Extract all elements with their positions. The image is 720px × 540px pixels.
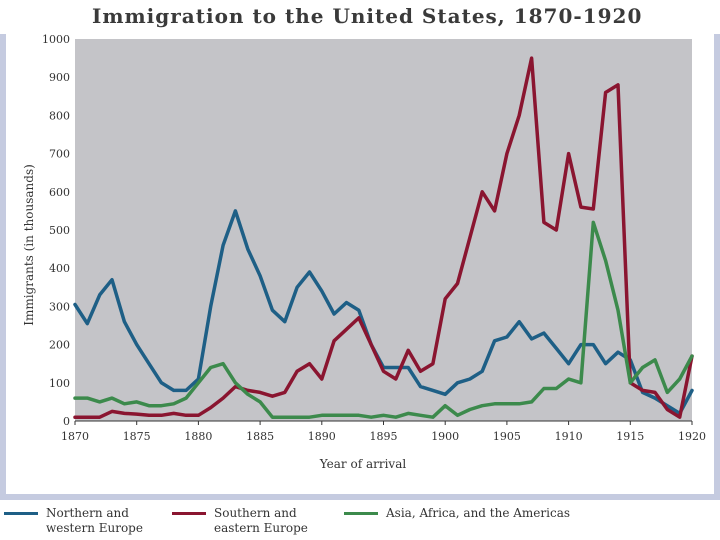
legend-swatch-southern-eastern-europe <box>172 512 206 515</box>
y-tick-label: 100 <box>49 377 70 390</box>
x-tick-label: 1905 <box>493 430 521 443</box>
legend-item-northern-western-europe: Northern and western Europe <box>4 506 143 536</box>
plot-area <box>75 39 692 421</box>
y-tick-label: 600 <box>49 186 70 199</box>
legend-label-line1: Southern and <box>214 506 297 520</box>
x-tick-label: 1915 <box>616 430 644 443</box>
y-axis-label: Immigrants (in thousands) <box>22 164 36 326</box>
y-tick-label: 400 <box>49 262 70 275</box>
legend-label-line1: Northern and <box>46 506 129 520</box>
legend-swatch-northern-western-europe <box>4 512 38 515</box>
x-tick-label: 1910 <box>555 430 583 443</box>
y-tick-label: 200 <box>49 339 70 352</box>
y-axis: 0 100 200 300 400 500 600 700 800 900 1000 <box>42 33 70 428</box>
legend-item-asia-africa-americas: Asia, Africa, and the Americas <box>344 506 570 521</box>
y-tick-label: 800 <box>49 109 70 122</box>
y-tick-label: 0 <box>63 415 70 428</box>
legend-item-southern-eastern-europe: Southern and eastern Europe <box>172 506 308 536</box>
legend-swatch-asia-africa-americas <box>344 512 378 515</box>
x-tick-label: 1920 <box>678 430 706 443</box>
x-tick-label: 1885 <box>246 430 274 443</box>
y-tick-label: 1000 <box>42 33 70 46</box>
legend-label-line1: Asia, Africa, and the Americas <box>386 506 571 520</box>
x-axis-label: Year of arrival <box>319 457 407 471</box>
series-line-southern-and-eastern-europe <box>73 56 694 419</box>
y-tick-label: 500 <box>49 224 70 237</box>
x-tick-label: 1890 <box>308 430 336 443</box>
x-axis: 1870 1875 1880 1885 1890 1895 1900 1905 1910 1915… <box>61 420 706 443</box>
x-tick-label: 1870 <box>61 430 89 443</box>
legend: Northern and western Europe Southern and… <box>0 498 720 540</box>
legend-label-line2: eastern Europe <box>214 521 308 535</box>
x-tick-label: 1900 <box>431 430 459 443</box>
series-line-asia-africa-and-the-americas <box>73 220 694 419</box>
legend-label-line2: western Europe <box>46 521 143 535</box>
x-tick-label: 1875 <box>123 430 151 443</box>
x-tick-label: 1895 <box>370 430 398 443</box>
y-tick-label: 900 <box>49 71 70 84</box>
y-tick-label: 700 <box>49 148 70 161</box>
y-tick-label: 300 <box>49 300 70 313</box>
series-group <box>73 56 694 419</box>
chart-title: Immigration to the United States, 1870-1… <box>92 4 643 28</box>
x-tick-label: 1880 <box>184 430 212 443</box>
